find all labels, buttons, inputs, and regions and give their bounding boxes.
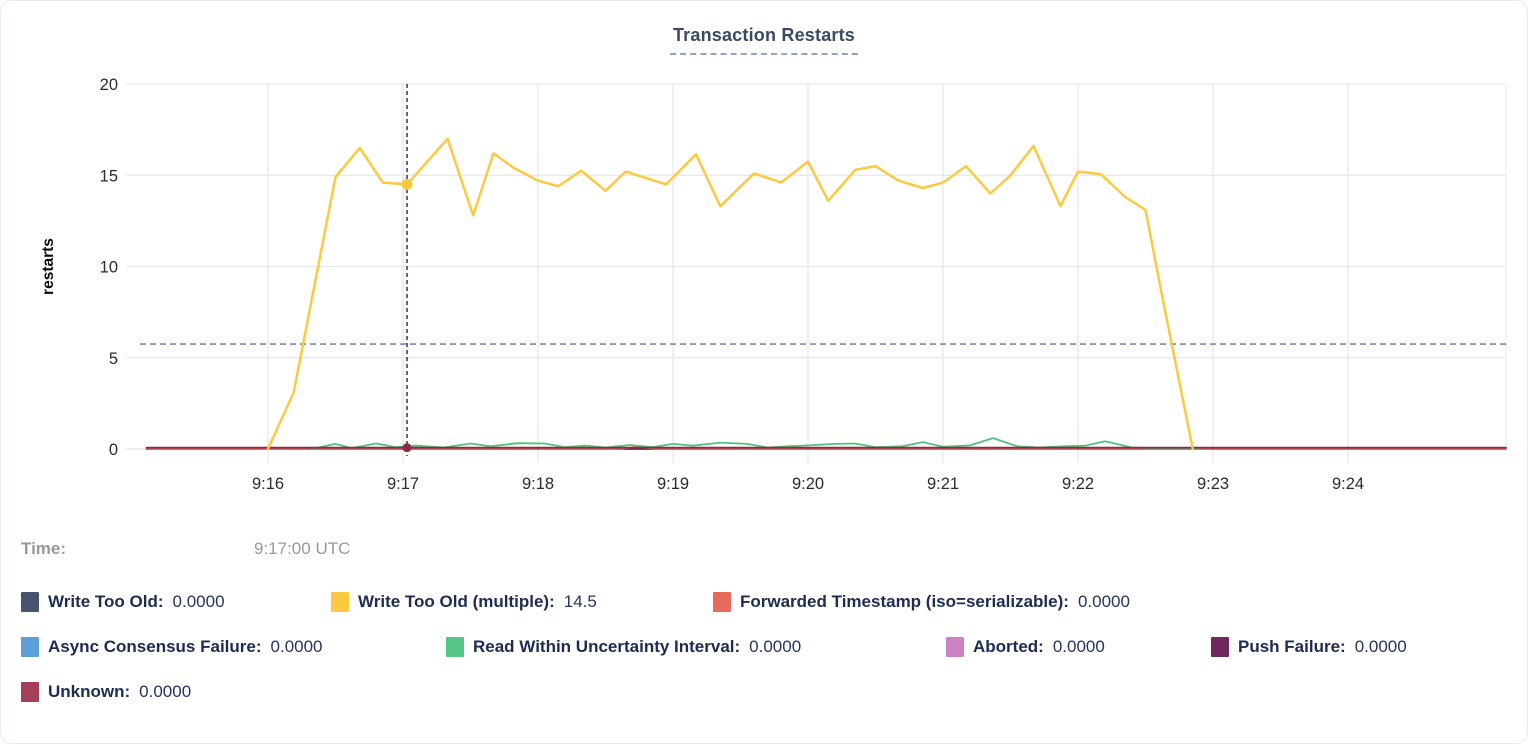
legend-label: Aborted: [973,637,1044,656]
y-tick-label: 20 [100,76,118,94]
legend-value: 0.0000 [139,682,192,701]
y-tick-label: 15 [100,167,118,185]
legend-value: 14.5 [563,592,597,611]
series-forwarded-timestamp-iso-serializable- [145,445,1507,450]
legend-label: Forwarded Timestamp (iso=serializable): [740,592,1069,611]
chart-title: Transaction Restarts [1,25,1527,55]
legend-swatch [331,592,349,612]
x-tick-label: 9:20 [792,475,824,493]
legend-label: Push Failure: [1238,637,1346,656]
time-value: 9:17:00 UTC [254,539,351,558]
x-tick-label: 9:24 [1332,475,1364,493]
legend-swatch [946,637,964,657]
hover-point [401,178,413,190]
legend-value: 0.0000 [1052,637,1105,656]
legend-label: Async Consensus Failure: [48,637,262,656]
legend-item-aborted: Aborted: 0.0000 [946,635,1105,659]
legend-swatch [21,637,39,657]
y-tick-label: 0 [109,441,118,459]
x-tick-label: 9:17 [387,475,419,493]
legend-item-write-too-old-multiple: Write Too Old (multiple): 14.5 [331,590,597,614]
y-tick-label: 10 [100,259,118,277]
tooltip-time-row: Time: 9:17:00 UTC [21,539,1507,563]
legend-item-write-too-old: Write Too Old: 0.0000 [21,590,225,614]
legend-value: 0.0000 [1077,592,1130,611]
legend-value: 0.0000 [172,592,225,611]
hover-point [402,443,412,453]
y-axis-label: restarts [40,238,57,295]
series-write-too-old-multiple- [266,137,1195,451]
legend-row-2: Async Consensus Failure: 0.0000 Read Wit… [21,635,1517,659]
x-tick-label: 9:23 [1197,475,1229,493]
legend-swatch [1211,637,1229,657]
time-label: Time: [21,539,67,558]
chart-title-text[interactable]: Transaction Restarts [669,25,859,55]
legend-swatch [21,682,39,702]
x-tick-label: 9:22 [1062,475,1094,493]
legend-swatch [446,637,464,657]
legend-row-3: Unknown: 0.0000 [21,680,1517,704]
legend-item-read-within-uncertainty: Read Within Uncertainty Interval: 0.0000 [446,635,801,659]
x-tick-label: 9:21 [927,475,959,493]
transaction-restarts-chart[interactable]: 0 5 10 15 20 9:16 9:17 9:18 9:19 9:20 9:21 9:22 9:23… [1,1,1528,521]
legend-value: 0.0000 [749,637,802,656]
legend-label: Write Too Old (multiple): [358,592,555,611]
legend-value: 0.0000 [270,637,323,656]
legend-item-async-consensus-failure: Async Consensus Failure: 0.0000 [21,635,323,659]
x-tick-label: 9:16 [252,475,284,493]
legend-item-push-failure: Push Failure: 0.0000 [1211,635,1407,659]
y-tick-label: 5 [109,350,118,368]
legend-swatch [21,592,39,612]
x-tick-label: 9:18 [522,475,554,493]
legend-value: 0.0000 [1354,637,1407,656]
legend-item-forwarded-timestamp: Forwarded Timestamp (iso=serializable): … [713,590,1130,614]
x-tick-label: 9:19 [657,475,689,493]
legend-swatch [713,592,731,612]
legend-label: Unknown: [48,682,131,701]
legend-item-unknown: Unknown: 0.0000 [21,680,191,704]
legend-label: Read Within Uncertainty Interval: [473,637,741,656]
legend-label: Write Too Old: [48,592,164,611]
legend-row-1: Write Too Old: 0.0000 Write Too Old (mul… [21,590,1517,614]
